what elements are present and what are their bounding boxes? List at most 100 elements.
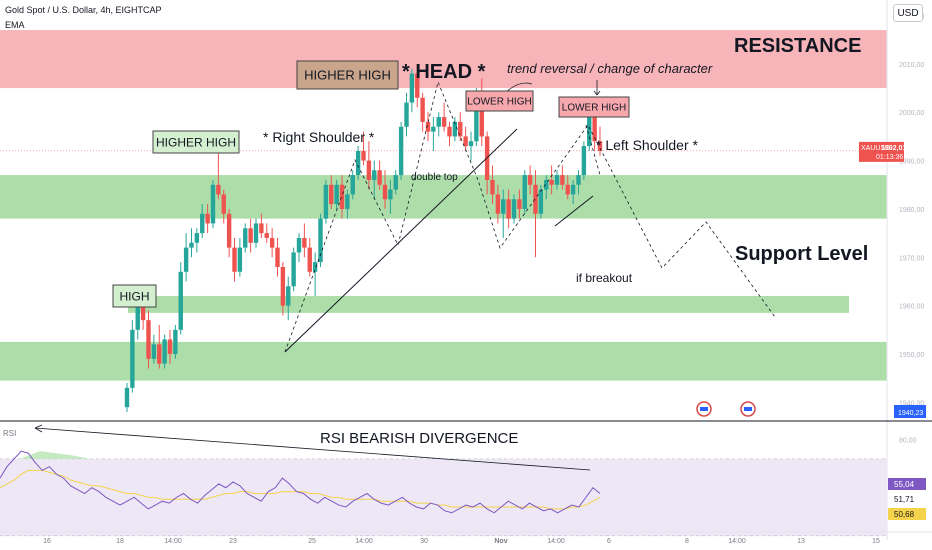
time-tick-label: 6 [607, 538, 611, 545]
price-tick-label: 1990,00 [899, 159, 924, 166]
candle-body [173, 329, 178, 354]
candle-body [253, 223, 259, 243]
candle-body [452, 121, 458, 137]
candle-body [490, 179, 495, 195]
currency-button[interactable]: USD [893, 4, 923, 22]
candle-body [527, 175, 533, 185]
candle-body [361, 150, 366, 161]
candle-body [269, 237, 275, 248]
label-trend-reversal: trend reversal / change of character [507, 61, 713, 76]
candle-body [162, 339, 167, 364]
label-high: HIGH [120, 289, 150, 303]
candle-body [323, 184, 329, 219]
candle-body [522, 175, 527, 209]
candle-body [393, 175, 398, 190]
time-tick-label: 23 [229, 538, 237, 545]
rsi-ma-marker [888, 508, 926, 520]
candle-body [538, 189, 544, 214]
label-lower-high-2: LOWER HIGH [562, 103, 626, 114]
time-tick-label: 14:00 [164, 538, 182, 545]
rsi-title: RSI [3, 429, 16, 438]
rsi-ma-value: 50,68 [894, 510, 915, 519]
candle-body [216, 184, 221, 195]
candle-body [533, 184, 538, 214]
price-tick-label: 2010,00 [899, 62, 924, 69]
candle-body [425, 121, 431, 132]
price-tick-label: 1950,00 [899, 352, 924, 359]
rsi-divergence-line [34, 427, 591, 471]
candle-body [377, 170, 382, 185]
candle-body [436, 117, 441, 127]
price-tick-label: 1940,00 [899, 400, 924, 407]
time-tick-label: 14:00 [547, 538, 565, 545]
candle-body [194, 233, 200, 243]
time-tick-label: 13 [797, 538, 805, 545]
candle-body [243, 228, 248, 248]
price-tick-label: 1970,00 [899, 255, 924, 262]
zone-support-1 [0, 175, 887, 219]
candle-body [420, 97, 425, 122]
short-trendline [554, 195, 594, 227]
label-right-shoulder: * Right Shoulder * [263, 129, 375, 145]
zone-support-2 [128, 295, 849, 313]
reversal-arrow-curve [505, 82, 533, 93]
candle-body [302, 237, 307, 248]
candle-body [140, 300, 146, 321]
reversal-arrow-tip-l [593, 90, 598, 96]
rsi-value: 55,04 [894, 480, 915, 489]
candle-body [151, 344, 157, 359]
event-flag-icon-band [744, 407, 752, 411]
candle-body [382, 184, 388, 200]
candle-body [248, 228, 253, 243]
candle-body [226, 213, 232, 248]
price-axis [887, 0, 932, 550]
candle-body [350, 175, 355, 195]
time-tick-label: 16 [43, 538, 51, 545]
candle-body [124, 387, 130, 408]
label-if-breakout: if breakout [576, 271, 633, 285]
candle-body [495, 194, 501, 214]
candle-body [441, 117, 447, 127]
label-higher-high-top: HIGHER HIGH [304, 68, 391, 83]
label-lower-high-1: LOWER HIGH [467, 97, 531, 108]
label-rsi-divergence: RSI BEARISH DIVERGENCE [320, 430, 518, 447]
rsi-overbought-fill [20, 451, 90, 459]
label-higher-high-left: HIGHER HIGH [156, 135, 236, 149]
candle-body [511, 199, 517, 219]
symbol-title: Gold Spot / U.S. Dollar, 4h, EIGHTCAP [5, 5, 162, 15]
candle-body [388, 189, 393, 200]
candle-body [415, 73, 420, 98]
candle-body [130, 329, 135, 388]
candle-body [205, 213, 210, 224]
candle-body [210, 184, 216, 224]
rsi-band [0, 458, 887, 536]
current-price-value: 1992,01 [881, 145, 906, 152]
time-tick-label: 18 [116, 538, 124, 545]
shoulder-drop [585, 124, 601, 176]
candle-body [404, 102, 409, 127]
rsi-tick-label: 80,00 [899, 438, 917, 445]
label-higher-high-left-box [152, 130, 240, 154]
candle-body [479, 92, 484, 137]
current-price-countdown: 01:13:36 [876, 154, 903, 161]
zone-resistance [0, 30, 887, 89]
candle-body [237, 247, 243, 272]
candle-body [264, 233, 269, 238]
candle-body [372, 170, 377, 180]
candle-body [275, 247, 280, 267]
candle-body [447, 126, 452, 137]
current-price-symbol: XAUUSD [861, 145, 890, 152]
candle-body [296, 237, 302, 253]
event-flag-icon-band [700, 407, 708, 411]
rsi-value-marker [888, 478, 926, 490]
candle-body [232, 247, 237, 272]
candle-body [291, 252, 296, 287]
candle-body [280, 266, 286, 306]
indicator-label-ema[interactable]: EMA [5, 20, 25, 30]
candle-body [366, 160, 372, 180]
candle-body [398, 126, 404, 176]
candle-body [339, 184, 345, 209]
ascending-trendline [284, 128, 518, 353]
time-tick-label: 15 [872, 538, 880, 545]
